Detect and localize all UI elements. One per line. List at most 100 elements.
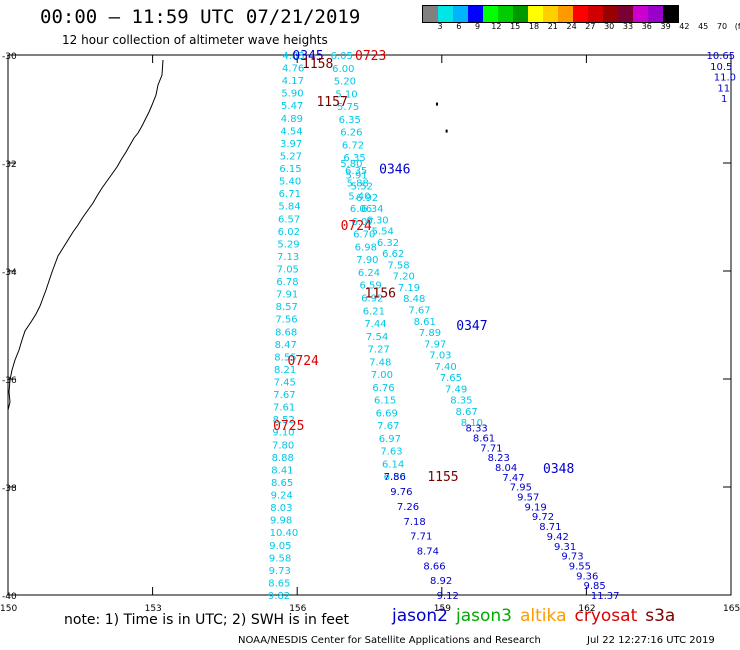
- wave-height-value: 7.40: [435, 362, 457, 373]
- colorbar-label: 18: [528, 22, 540, 31]
- colorbar-swatch: [423, 6, 438, 22]
- wave-height-value: 7.63: [380, 447, 402, 458]
- wave-height-value: 7.95: [510, 483, 532, 494]
- lon-tick-label: 153: [145, 604, 162, 614]
- wave-height-value: 5.27: [280, 151, 302, 162]
- wave-height-value: 5.90: [281, 89, 303, 100]
- wave-height-value: 11: [717, 83, 730, 94]
- pass-time-labels: 0345 0723 1158 1157 0346 0724 1156 0347 0724 0725…: [273, 49, 574, 485]
- wave-height-value: 9.19: [525, 502, 547, 513]
- wave-height-value: 6.76: [372, 383, 394, 394]
- wave-height-value: 7.49: [445, 384, 467, 395]
- wave-height-value: 9.10: [272, 428, 294, 439]
- wave-height-value: 6.98: [355, 242, 377, 253]
- wave-height-value: 7.61: [273, 403, 295, 414]
- wave-height-value: 8.88: [272, 453, 294, 464]
- colorbar-swatch: [438, 6, 453, 22]
- wave-height-value: 9.73: [561, 552, 583, 563]
- wave-height-value: 4.76: [282, 64, 304, 75]
- pass-time-label: 1157: [316, 95, 347, 110]
- wave-height-value: 6.35: [339, 115, 361, 126]
- wave-height-value: 8.41: [271, 465, 293, 476]
- lon-tick-label: 150: [0, 604, 17, 614]
- wave-height-value: 5.84: [278, 202, 300, 213]
- colorbar-swatch: [528, 6, 543, 22]
- colorbar-swatch: [573, 6, 588, 22]
- wave-height-value: 7.56: [275, 315, 297, 326]
- legend-item-jason3: jason3: [456, 606, 512, 626]
- wave-height-value: 5.40: [279, 177, 301, 188]
- wave-height-value: 8.57: [276, 302, 298, 313]
- wave-height-value: 9.76: [390, 487, 412, 498]
- map-marker: [445, 129, 448, 133]
- wave-height-value: 9.36: [576, 571, 598, 582]
- wave-height-value: 7.91: [276, 290, 298, 301]
- colorbar-label: 27: [585, 22, 596, 31]
- wave-height-value: 6.21: [363, 306, 385, 317]
- wave-height-value: 9.73: [269, 566, 291, 577]
- wave-height-value: 6.62: [382, 249, 404, 260]
- wave-height-value: 11.37: [591, 591, 620, 602]
- lat-tick-label: -38: [2, 484, 17, 494]
- wave-height-value: 7.90: [356, 255, 378, 266]
- wave-height-value: 7.27: [368, 345, 390, 356]
- wave-height-value: 7.45: [274, 378, 296, 389]
- wave-height-value: 6.30: [366, 215, 388, 226]
- wave-height-value: 6.14: [382, 459, 404, 470]
- lat-tick-label: -32: [2, 160, 17, 170]
- wave-height-value: 5.29: [277, 239, 299, 250]
- lat-tick-label: -34: [2, 268, 17, 278]
- wave-height-value: 1: [721, 94, 727, 105]
- colorbar-swatch: [498, 6, 513, 22]
- wave-height-value: 7.80: [272, 440, 294, 451]
- colorbar-label: 42: [679, 22, 690, 31]
- wave-height-value: 9.55: [569, 561, 591, 572]
- wave-height-value: 9.12: [437, 591, 459, 602]
- wave-height-value: 7.20: [393, 272, 415, 283]
- wave-height-value: 6.24: [358, 268, 380, 279]
- wave-height-value: 9.05: [269, 541, 291, 552]
- colorbar-swatch: [453, 6, 468, 22]
- lat-tick-label: -30: [2, 52, 17, 62]
- wave-height-value: 8.33: [466, 424, 488, 435]
- wave-height-value: 6.15: [374, 396, 396, 407]
- wave-height-value: 8.68: [275, 327, 297, 338]
- wave-height-value: 5.75: [337, 102, 359, 113]
- wave-height-value: 8.71: [539, 522, 561, 533]
- wave-height-value: 6.35: [345, 166, 367, 177]
- wave-height-value: 7.54: [366, 332, 388, 343]
- wave-height-value: 8.21: [274, 365, 296, 376]
- wave-height-value: 10.5: [710, 62, 732, 73]
- colorbar-label: (ft): [734, 22, 740, 31]
- colorbar-swatch: [558, 6, 573, 22]
- wave-height-value: 6.50: [384, 472, 406, 483]
- pass-time-label: 1156: [365, 287, 396, 302]
- colorbar-label: 36: [641, 22, 652, 31]
- wave-height-value: 7.89: [419, 328, 441, 339]
- wave-height-value: 5.10: [335, 89, 357, 100]
- wave-height-value: 7.19: [398, 283, 420, 294]
- wave-height-value: 7.71: [480, 443, 502, 454]
- wave-height-value: 9.24: [271, 491, 293, 502]
- colorbar-label: 33: [622, 22, 634, 31]
- wave-height-value: 6.02: [278, 227, 300, 238]
- wave-height-value: 10.65: [707, 51, 736, 62]
- colorbar-swatch: [543, 6, 558, 22]
- wave-height-value: 6.69: [376, 408, 398, 419]
- colorbar-label: 6: [456, 22, 462, 31]
- wave-height-value: 9.58: [269, 553, 291, 564]
- wave-height-value: 8.65: [271, 478, 293, 489]
- footer-note: note: 1) Time is in UTC; 2) SWH is in fe…: [64, 612, 350, 628]
- wave-height-value: 9.72: [532, 512, 554, 523]
- credit-line: NOAA/NESDIS Center for Satellite Applica…: [238, 635, 541, 646]
- wave-height-value: 5.80: [340, 159, 362, 170]
- wave-height-value: 8.48: [403, 294, 425, 305]
- colorbar-label: 39: [660, 22, 671, 31]
- colorbar-swatch: [603, 6, 618, 22]
- wave-height-value: 8.66: [423, 561, 445, 572]
- wave-height-value: 8.61: [473, 433, 495, 444]
- pass-time-label: 0724: [341, 219, 372, 234]
- wave-height-value: 7.65: [440, 373, 462, 384]
- wave-height-value: 8.04: [495, 463, 517, 474]
- wave-height-value: 3.97: [280, 139, 302, 150]
